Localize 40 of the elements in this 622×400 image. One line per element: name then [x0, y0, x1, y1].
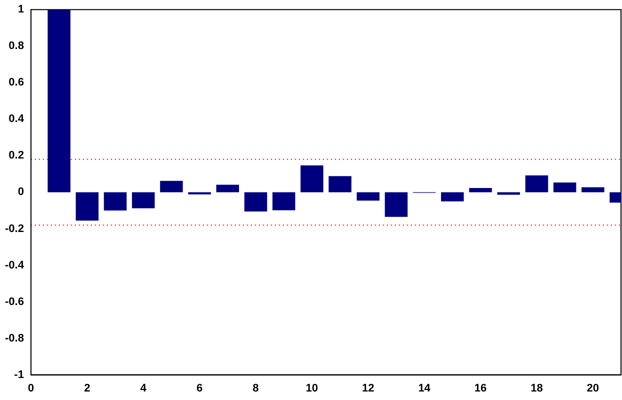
bar — [356, 192, 380, 201]
bar — [525, 175, 548, 192]
x-tick-label: 4 — [140, 382, 148, 394]
y-tick-label: -0.4 — [4, 259, 25, 272]
x-tick-label: 18 — [530, 382, 543, 394]
bar — [76, 192, 99, 221]
x-tick-label: 10 — [306, 382, 318, 394]
bar — [582, 187, 604, 192]
x-tick-label: 2 — [84, 382, 90, 394]
x-tick-label: 8 — [252, 382, 259, 394]
y-tick-label: 0.2 — [8, 150, 24, 162]
bar — [384, 192, 408, 217]
bar — [272, 192, 296, 210]
bar — [216, 184, 240, 192]
y-tick-label: 0.6 — [8, 76, 24, 89]
bar — [104, 192, 127, 210]
x-tick-label: 6 — [196, 382, 203, 394]
y-tick-label: -1 — [14, 368, 24, 381]
y-tick-label: -0.2 — [4, 222, 24, 235]
bar — [300, 165, 324, 192]
y-tick-label: 0 — [18, 186, 24, 198]
x-tick-label: 20 — [586, 382, 600, 394]
bar — [244, 192, 268, 212]
bar — [48, 10, 70, 192]
y-tick-label: 0.4 — [8, 113, 25, 126]
bar — [553, 182, 576, 192]
x-tick-label: 12 — [362, 382, 374, 394]
y-tick-label: 0.8 — [8, 40, 24, 52]
x-tick-label: 14 — [418, 382, 432, 394]
y-tick-label: 1 — [18, 4, 24, 16]
bar — [328, 176, 352, 192]
bar — [132, 192, 155, 208]
bar — [441, 192, 464, 202]
bar — [469, 188, 492, 192]
x-tick-label: 0 — [28, 382, 34, 394]
y-tick-label: -0.6 — [4, 296, 24, 308]
bar — [160, 180, 183, 192]
y-tick-label: -0.8 — [4, 332, 24, 344]
x-tick-label: 16 — [474, 382, 487, 394]
bar — [497, 192, 520, 195]
